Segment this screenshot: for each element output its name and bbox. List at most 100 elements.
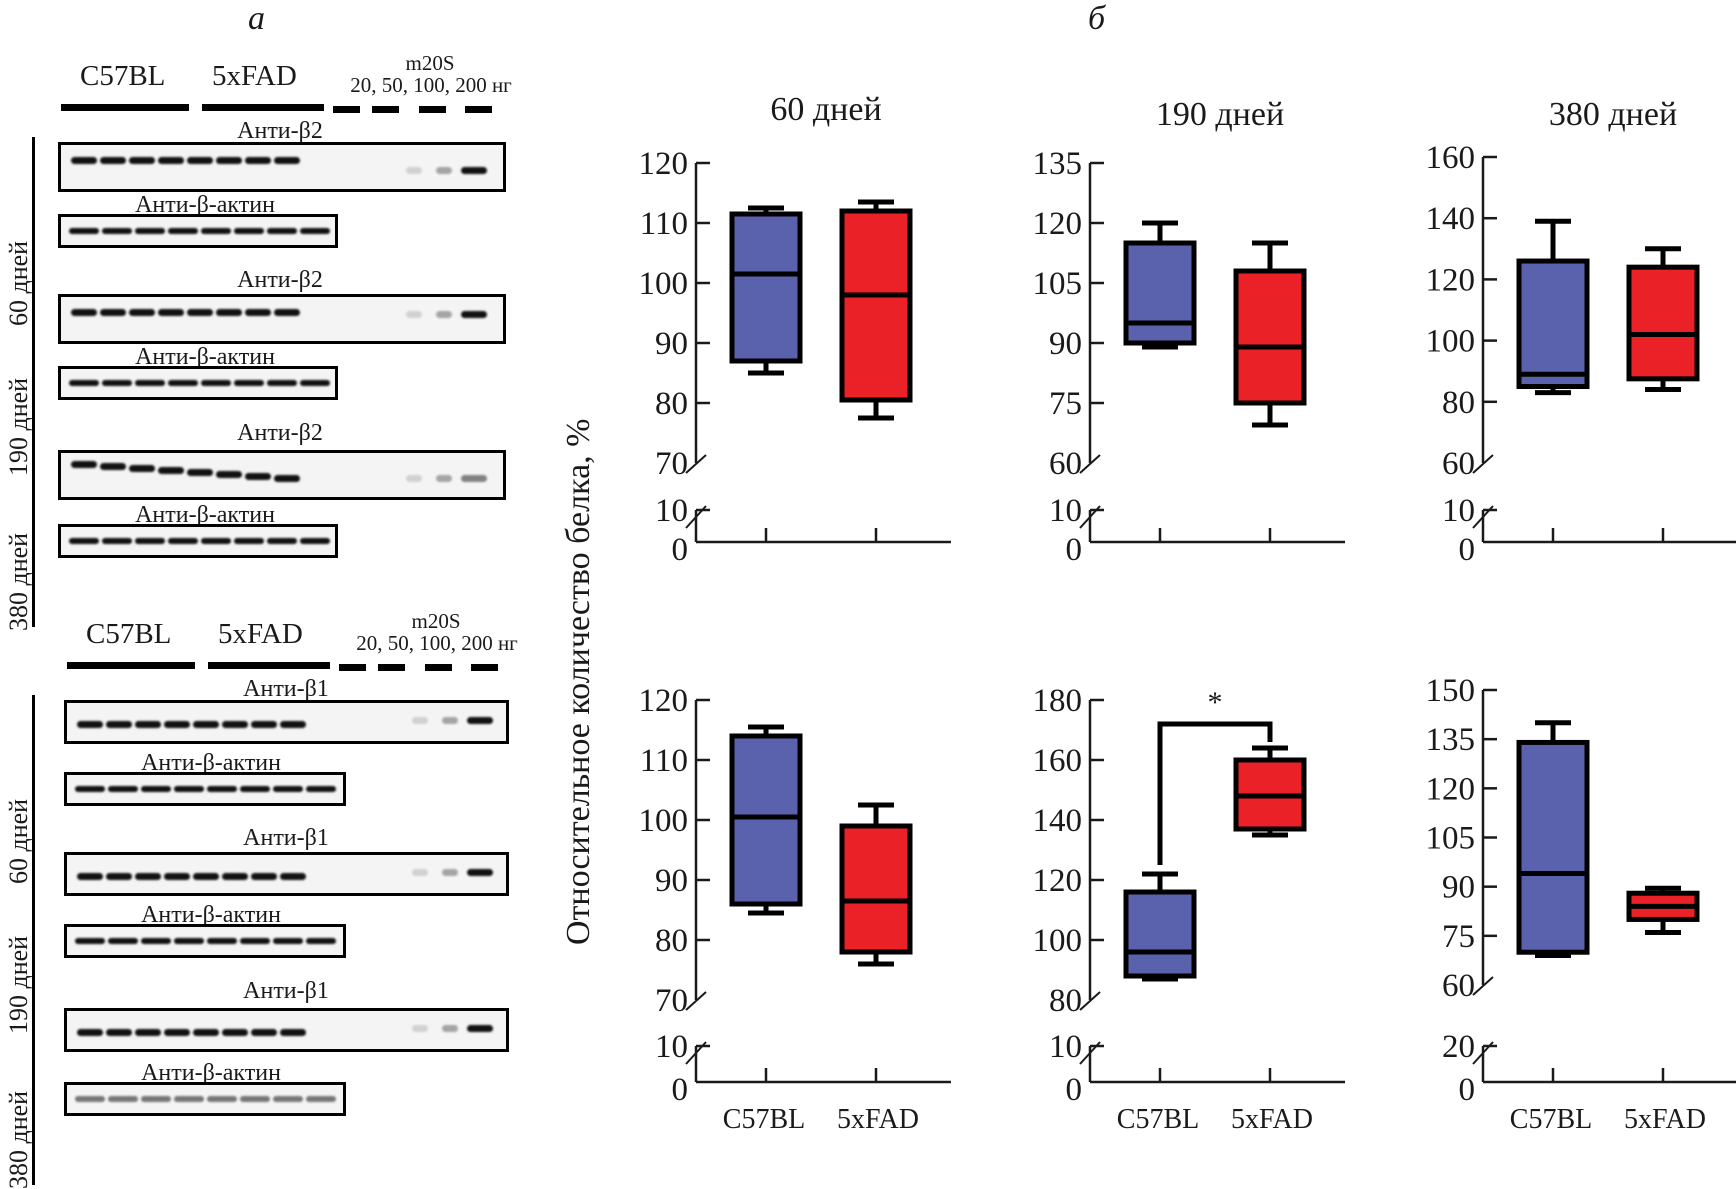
- age-bracket: [32, 442, 35, 627]
- control-antibody-label: Анти-β-актин: [141, 750, 281, 776]
- target-blot: [58, 450, 506, 500]
- actin-band: [234, 380, 264, 386]
- protein-band: [193, 873, 219, 880]
- category-label: C57BL: [1117, 1104, 1199, 1135]
- y-tick-label: 0: [1066, 532, 1083, 568]
- y-tick-label: 120: [639, 146, 689, 182]
- m20s-lane-bar: [465, 106, 492, 113]
- boxplot-chart: 80 100 120 140 160 180 0 10 * C57BL 5xFAD: [1033, 683, 1345, 1135]
- y-tick-label: 75: [1442, 919, 1475, 955]
- actin-band: [240, 1096, 270, 1102]
- actin-band: [267, 228, 297, 234]
- y-tick-label: 120: [1033, 206, 1083, 242]
- axis-break-mark: [1472, 454, 1494, 474]
- y-tick-label: 90: [655, 863, 688, 899]
- y-tick-label: 120: [639, 683, 689, 719]
- y-tick-label: 70: [655, 983, 688, 1019]
- m20s-band: [467, 717, 493, 724]
- protein-band: [129, 309, 155, 316]
- m20s-lane-bar: [372, 106, 399, 113]
- actin-band: [141, 786, 171, 792]
- y-tick-label: 60: [1442, 446, 1475, 482]
- m20s-band: [442, 717, 458, 724]
- y-tick-label: 10: [1442, 493, 1475, 529]
- protein-band: [251, 721, 277, 728]
- age-bracket: [32, 137, 35, 322]
- control-antibody-label: Анти-β-актин: [135, 502, 275, 528]
- target-blot: [64, 1008, 509, 1052]
- protein-band: [129, 157, 155, 164]
- m20s-lane-bar: [333, 106, 360, 113]
- m20s-band: [442, 869, 458, 876]
- y-tick-label: 60: [1442, 968, 1475, 1004]
- actin-band: [306, 1096, 336, 1102]
- control-antibody-label: Анти-β-актин: [141, 902, 281, 928]
- box-c57bl: [729, 733, 803, 907]
- actin-blot: [58, 366, 338, 400]
- actin-band: [174, 1096, 204, 1102]
- m20s-lane-bar: [425, 664, 452, 671]
- actin-band: [273, 938, 303, 944]
- m20s-amounts: 20, 50, 100, 200 нг: [356, 631, 518, 655]
- y-tick-label: 60: [1049, 446, 1082, 482]
- y-tick-label: 0: [672, 1072, 689, 1108]
- m20s-lane-bar: [471, 664, 498, 671]
- m20s-band: [406, 311, 422, 318]
- protein-band: [106, 873, 132, 880]
- protein-band: [216, 309, 242, 316]
- significance-bracket: [1157, 721, 1273, 865]
- y-tick-label: 180: [1033, 683, 1083, 719]
- protein-band: [187, 309, 213, 316]
- 5xfad-lane-bar: [208, 662, 330, 669]
- category-label: C57BL: [1510, 1104, 1592, 1135]
- protein-band: [280, 721, 306, 728]
- protein-band: [274, 475, 300, 482]
- target-blot: [64, 700, 509, 744]
- control-antibody-label: Анти-β-актин: [135, 192, 275, 218]
- m20s-band: [442, 1025, 458, 1032]
- y-tick-label: 135: [1033, 146, 1083, 182]
- y-tick-label: 100: [1033, 923, 1083, 959]
- group-label-c57bl: C57BL: [80, 60, 166, 92]
- actin-band: [69, 228, 99, 234]
- axis-break-mark: [1472, 976, 1494, 996]
- actin-band: [75, 786, 105, 792]
- y-tick-label: 80: [1442, 385, 1475, 421]
- protein-band: [216, 157, 242, 164]
- age-bracket: [32, 1000, 35, 1185]
- actin-band: [234, 538, 264, 544]
- age-bracket: [32, 695, 35, 880]
- y-tick-label: 150: [1426, 673, 1476, 709]
- actin-band: [201, 228, 231, 234]
- m20s-title: m20S: [405, 51, 455, 75]
- actin-band: [135, 228, 165, 234]
- actin-band: [267, 538, 297, 544]
- category-label: 5xFAD: [1231, 1104, 1313, 1135]
- actin-band: [240, 786, 270, 792]
- 5xfad-lane-bar: [202, 104, 324, 111]
- actin-band: [300, 380, 330, 386]
- y-tick-label: 110: [640, 743, 688, 779]
- actin-band: [234, 228, 264, 234]
- box-5xfad: [1233, 268, 1307, 406]
- protein-band: [216, 471, 242, 478]
- y-tick-label: 120: [1426, 771, 1476, 807]
- y-tick-label: 80: [1049, 983, 1082, 1019]
- axis-break-mark: [1079, 454, 1101, 474]
- age-bracket: [32, 845, 35, 1030]
- y-tick-label: 10: [655, 493, 688, 529]
- y-tick-label: 20: [1442, 1029, 1475, 1065]
- actin-band: [168, 538, 198, 544]
- box-c57bl: [1123, 889, 1197, 979]
- y-tick-label: 80: [655, 923, 688, 959]
- protein-band: [280, 873, 306, 880]
- y-tick-label: 120: [1426, 262, 1476, 298]
- y-tick-label: 160: [1426, 140, 1476, 176]
- box-5xfad: [1626, 264, 1700, 382]
- protein-band: [222, 873, 248, 880]
- y-tick-label: 10: [1049, 1029, 1082, 1065]
- protein-band: [71, 157, 97, 164]
- protein-band: [280, 1029, 306, 1036]
- m20s-band: [436, 311, 452, 318]
- protein-band: [222, 721, 248, 728]
